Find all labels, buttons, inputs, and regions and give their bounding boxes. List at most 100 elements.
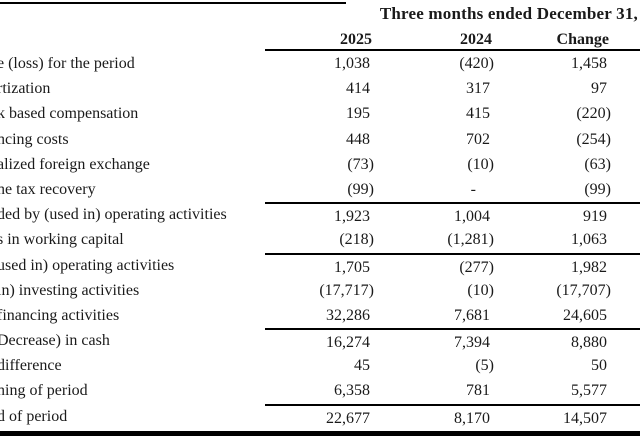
cell-2025: 195 (346, 105, 370, 123)
row-values: (17,717) (10) (17,707) (265, 278, 640, 303)
column-header-row: 2025 2024 Change (0, 28, 640, 51)
cell-change: (17,707) (556, 281, 611, 299)
row-spacer (611, 255, 640, 278)
cell-2024: (10) (467, 155, 494, 173)
row-spacer (611, 330, 640, 353)
cell-2024: - (470, 180, 476, 198)
cell-change: 24,605 (563, 306, 607, 324)
row-label: k based compensation (0, 105, 139, 123)
row-label: used in) operating activities (0, 256, 175, 274)
cell-change: (99) (584, 180, 611, 198)
cell-change: 97 (591, 80, 607, 98)
table-row: d of period 22,677 8,170 14,507 (0, 403, 640, 429)
table-row: ne tax recovery (99) - (99) (0, 177, 640, 202)
cell-2025: (73) (347, 155, 374, 173)
table-bottom-border (0, 430, 640, 436)
cell-2025: 448 (346, 130, 370, 148)
cell-change: (254) (576, 130, 611, 148)
cell-2024: 7,681 (454, 306, 490, 324)
cell-2024: 781 (466, 382, 490, 400)
cell-change: 1,458 (571, 55, 607, 72)
row-spacer (611, 353, 640, 378)
row-spacer (611, 127, 640, 152)
cell-2024: (277) (459, 258, 494, 276)
cell-2024: 1,004 (454, 208, 490, 226)
row-label: ning of period (0, 382, 88, 400)
table-row: e (loss) for the period 1,038 (420) 1,45… (0, 51, 640, 76)
cell-2025: 16,274 (326, 334, 370, 352)
cell-change: 1,063 (571, 231, 607, 249)
row-spacer (611, 177, 640, 202)
table-row: s in working capital (218) (1,281) 1,063 (0, 227, 640, 252)
row-values: 1,923 1,004 919 (265, 202, 640, 227)
row-label: in) investing activities (0, 281, 140, 299)
row-spacer (611, 76, 640, 101)
row-label: e (loss) for the period (0, 55, 135, 72)
row-spacer (611, 406, 640, 429)
cell-change: 1,982 (571, 258, 607, 276)
table-row: financing activities 32,286 7,681 24,605 (0, 303, 640, 328)
cell-2025: (17,717) (319, 281, 374, 299)
cell-2024: 317 (466, 80, 490, 98)
cell-change: 8,880 (571, 334, 607, 352)
cell-2025: (218) (339, 231, 374, 249)
table-row: rtization 414 317 97 (0, 76, 640, 101)
row-values: 32,286 7,681 24,605 (265, 303, 640, 328)
cell-change: (220) (576, 105, 611, 123)
row-values: (73) (10) (63) (265, 152, 640, 177)
table-row: used in) operating activities 1,705 (277… (0, 252, 640, 278)
table-row: in) investing activities (17,717) (10) (… (0, 278, 640, 303)
row-values: (99) - (99) (265, 177, 640, 202)
table-row: Decrease) in cash 16,274 7,394 8,880 (0, 328, 640, 353)
row-label: financing activities (0, 306, 120, 324)
row-label: s in working capital (0, 231, 124, 249)
row-values: 1,038 (420) 1,458 (265, 51, 640, 76)
cell-2024: 415 (466, 105, 490, 123)
row-spacer (611, 303, 640, 328)
header-spacer (611, 28, 640, 49)
table-row: ded by (used in) operating activities 1,… (0, 202, 640, 227)
cell-change: (63) (584, 155, 611, 173)
cell-2025: 22,677 (326, 409, 370, 427)
period-header: Three months ended December 31, (379, 4, 638, 23)
row-values: 1,705 (277) 1,982 (265, 252, 640, 278)
cell-2025: (99) (347, 180, 374, 198)
cell-2024: 7,394 (454, 334, 490, 352)
cell-change: 14,507 (563, 409, 607, 427)
column-header-2025: 2025 (340, 31, 372, 48)
row-label: difference (0, 357, 62, 375)
cell-2025: 45 (354, 357, 370, 375)
cell-2025: 1,705 (334, 258, 370, 276)
table-row: alized foreign exchange (73) (10) (63) (0, 152, 640, 177)
row-values: 22,677 8,170 14,507 (265, 403, 640, 429)
row-values: 16,274 7,394 8,880 (265, 328, 640, 353)
column-header-change: Change (556, 31, 609, 48)
cell-2024: 702 (466, 130, 490, 148)
cell-2024: (420) (459, 55, 494, 72)
cell-2025: 414 (346, 80, 370, 98)
row-spacer (611, 152, 640, 177)
row-values: 45 (5) 50 (265, 353, 640, 378)
column-header-2024: 2024 (460, 31, 492, 48)
row-label: alized foreign exchange (0, 155, 150, 173)
label-column-header (0, 28, 265, 51)
cell-2024: (5) (475, 357, 494, 375)
row-values: 195 415 (220) (265, 101, 640, 126)
cell-change: 5,577 (571, 382, 607, 400)
row-spacer (611, 278, 640, 303)
table-body: e (loss) for the period 1,038 (420) 1,45… (0, 51, 640, 429)
row-label: ded by (used in) operating activities (0, 206, 227, 224)
cell-2025: 6,358 (334, 382, 370, 400)
table-row: ning of period 6,358 781 5,577 (0, 378, 640, 403)
row-values: (218) (1,281) 1,063 (265, 227, 640, 252)
row-spacer (611, 378, 640, 403)
cell-2025: 1,038 (334, 55, 370, 72)
row-values: 6,358 781 5,577 (265, 378, 640, 403)
row-spacer (611, 227, 640, 252)
row-values: 448 702 (254) (265, 127, 640, 152)
table-row: ncing costs 448 702 (254) (0, 127, 640, 152)
cell-change: 919 (583, 208, 607, 226)
row-label: Decrease) in cash (0, 332, 110, 350)
table-top-border (0, 2, 346, 4)
